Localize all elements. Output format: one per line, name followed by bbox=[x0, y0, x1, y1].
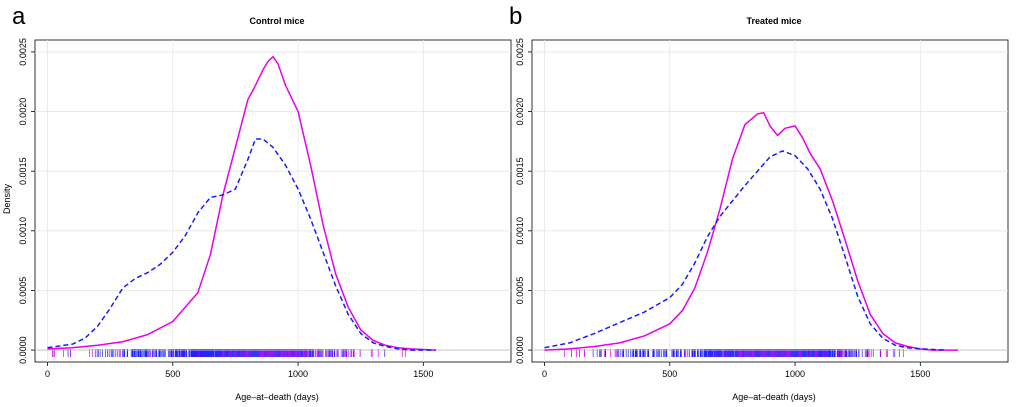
x-tick-label: 500 bbox=[165, 369, 180, 379]
grid-lines bbox=[532, 40, 1008, 362]
panel-letter: b bbox=[509, 3, 522, 30]
chart-title: Control mice bbox=[249, 16, 304, 26]
y-tick-label: 0.0020 bbox=[515, 98, 525, 126]
y-tick-label: 0.0015 bbox=[18, 157, 28, 185]
x-tick-label: 0 bbox=[542, 369, 547, 379]
y-tick-label: 0.0025 bbox=[515, 38, 525, 66]
x-axis-label: Age–at–death (days) bbox=[732, 392, 816, 402]
plot-area-frame bbox=[34, 39, 512, 363]
y-tick-label: 0.0025 bbox=[18, 38, 28, 66]
series-lines bbox=[532, 111, 1008, 351]
chart-title: Treated mice bbox=[746, 16, 801, 26]
x-axis: 0 500 1000 1500 bbox=[542, 362, 930, 379]
x-tick-label: 1500 bbox=[910, 369, 930, 379]
x-axis: 0 500 1000 1500 bbox=[45, 362, 433, 379]
panel-letter: a bbox=[12, 3, 26, 30]
y-tick-label: 0.0020 bbox=[18, 98, 28, 126]
dashed-density-line bbox=[47, 138, 436, 351]
y-axis: 0.0000 0.0005 0.0010 0.0015 0.0020 0.0025 bbox=[515, 38, 532, 364]
grid-lines bbox=[35, 40, 511, 362]
x-tick-label: 1000 bbox=[785, 369, 805, 379]
x-axis-label: Age–at–death (days) bbox=[235, 392, 319, 402]
y-axis-label: Density bbox=[2, 183, 12, 214]
x-tick-label: 500 bbox=[662, 369, 677, 379]
solid-density-line bbox=[47, 55, 436, 351]
x-tick-label: 1000 bbox=[288, 369, 308, 379]
dashed-density-line bbox=[544, 150, 946, 351]
y-tick-label: 0.0000 bbox=[18, 336, 28, 364]
y-tick-label: 0.0005 bbox=[18, 277, 28, 305]
x-tick-label: 1500 bbox=[413, 369, 433, 379]
y-tick-label: 0.0000 bbox=[515, 336, 525, 364]
y-tick-label: 0.0010 bbox=[18, 217, 28, 245]
plot-area-frame bbox=[531, 39, 1009, 363]
y-tick-label: 0.0005 bbox=[515, 277, 525, 305]
panel-b: b Treated mice 0 500 1000 1500 0.0000 0.0005… bbox=[509, 3, 1009, 402]
y-tick-label: 0.0015 bbox=[515, 157, 525, 185]
solid-density-line bbox=[544, 111, 958, 351]
series-lines bbox=[35, 55, 511, 351]
y-axis: 0.0000 0.0005 0.0010 0.0015 0.0020 0.0025 bbox=[18, 38, 35, 364]
y-tick-label: 0.0010 bbox=[515, 217, 525, 245]
panel-a: a Control mice 0 500 1000 1500 0.0000 0.0005… bbox=[2, 3, 512, 402]
x-tick-label: 0 bbox=[45, 369, 50, 379]
